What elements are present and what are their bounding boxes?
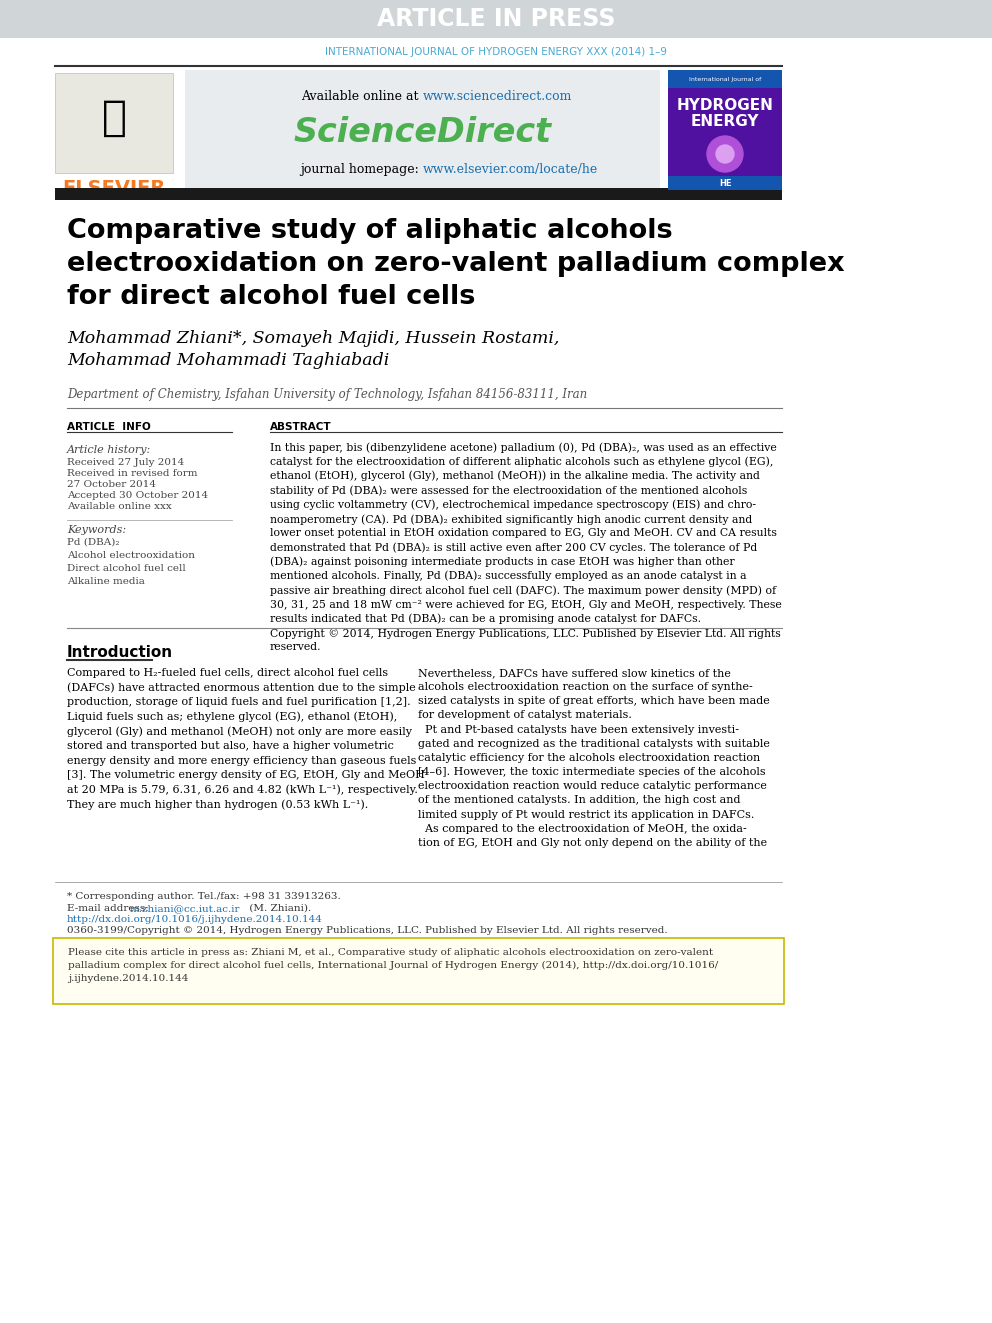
- Text: 0360-3199/Copyright © 2014, Hydrogen Energy Publications, LLC. Published by Else: 0360-3199/Copyright © 2014, Hydrogen Ene…: [67, 926, 668, 935]
- Text: Accepted 30 October 2014: Accepted 30 October 2014: [67, 491, 208, 500]
- Text: Available online at: Available online at: [301, 90, 423, 102]
- Bar: [55, 73, 173, 173]
- Circle shape: [707, 136, 743, 172]
- Text: E-mail address:: E-mail address:: [67, 904, 152, 913]
- Text: Comparative study of aliphatic alcohols
electrooxidation on zero-valent palladiu: Comparative study of aliphatic alcohols …: [67, 218, 844, 310]
- Text: Received in revised form: Received in revised form: [67, 468, 197, 478]
- Text: Department of Chemistry, Isfahan University of Technology, Isfahan 84156-83111, : Department of Chemistry, Isfahan Univers…: [67, 388, 587, 401]
- Text: Article history:: Article history:: [67, 445, 151, 455]
- Text: http://dx.doi.org/10.1016/j.ijhydene.2014.10.144: http://dx.doi.org/10.1016/j.ijhydene.201…: [67, 916, 322, 923]
- Text: Nevertheless, DAFCs have suffered slow kinetics of the
alcohols electrooxidation: Nevertheless, DAFCs have suffered slow k…: [418, 668, 770, 848]
- Circle shape: [716, 146, 734, 163]
- Bar: [0, 0, 992, 38]
- Text: ENERGY: ENERGY: [690, 115, 759, 130]
- Text: Direct alcohol fuel cell: Direct alcohol fuel cell: [67, 564, 186, 573]
- Bar: [668, 176, 782, 191]
- Text: www.sciencedirect.com: www.sciencedirect.com: [423, 90, 571, 102]
- Text: Compared to H₂-fueled fuel cells, direct alcohol fuel cells
(DAFCs) have attract: Compared to H₂-fueled fuel cells, direct…: [67, 668, 425, 810]
- Text: ELSEVIER: ELSEVIER: [62, 179, 166, 197]
- Text: (M. Zhiani).: (M. Zhiani).: [246, 904, 311, 913]
- Text: HYDROGEN: HYDROGEN: [677, 98, 774, 114]
- Text: Received 27 July 2014: Received 27 July 2014: [67, 458, 185, 467]
- Text: ABSTRACT: ABSTRACT: [270, 422, 331, 433]
- Text: Pd (DBA)₂: Pd (DBA)₂: [67, 538, 119, 546]
- Text: Introduction: Introduction: [67, 646, 174, 660]
- Text: ARTICLE  INFO: ARTICLE INFO: [67, 422, 151, 433]
- Text: INTERNATIONAL JOURNAL OF HYDROGEN ENERGY XXX (2014) 1–9: INTERNATIONAL JOURNAL OF HYDROGEN ENERGY…: [325, 48, 667, 57]
- Bar: [55, 188, 782, 200]
- Text: Keywords:: Keywords:: [67, 525, 126, 534]
- Bar: [185, 70, 660, 191]
- Text: 🌲: 🌲: [101, 97, 127, 139]
- Bar: [668, 70, 782, 191]
- Text: HE: HE: [719, 179, 731, 188]
- Text: journal homepage:: journal homepage:: [300, 164, 423, 176]
- Text: * Corresponding author. Tel./fax: +98 31 33913263.: * Corresponding author. Tel./fax: +98 31…: [67, 892, 340, 901]
- Bar: [668, 70, 782, 89]
- Text: 27 October 2014: 27 October 2014: [67, 480, 156, 490]
- Text: In this paper, bis (dibenzylidene acetone) palladium (0), Pd (DBA)₂, was used as: In this paper, bis (dibenzylidene aceton…: [270, 442, 782, 652]
- Text: Mohammad Zhiani*, Somayeh Majidi, Hussein Rostami,
Mohammad Mohammadi Taghiabadi: Mohammad Zhiani*, Somayeh Majidi, Hussei…: [67, 329, 559, 369]
- Text: Alcohol electrooxidation: Alcohol electrooxidation: [67, 550, 195, 560]
- Text: ARTICLE IN PRESS: ARTICLE IN PRESS: [377, 7, 615, 30]
- Text: Available online xxx: Available online xxx: [67, 501, 172, 511]
- Text: Alkaline media: Alkaline media: [67, 577, 145, 586]
- Text: International Journal of: International Journal of: [688, 77, 761, 82]
- Text: ScienceDirect: ScienceDirect: [294, 115, 552, 148]
- Text: Please cite this article in press as: Zhiani M, et al., Comparative study of ali: Please cite this article in press as: Zh…: [68, 949, 718, 983]
- Text: m.zhiani@cc.iut.ac.ir: m.zhiani@cc.iut.ac.ir: [130, 904, 240, 913]
- FancyBboxPatch shape: [53, 938, 784, 1004]
- Text: www.elsevier.com/locate/he: www.elsevier.com/locate/he: [423, 164, 598, 176]
